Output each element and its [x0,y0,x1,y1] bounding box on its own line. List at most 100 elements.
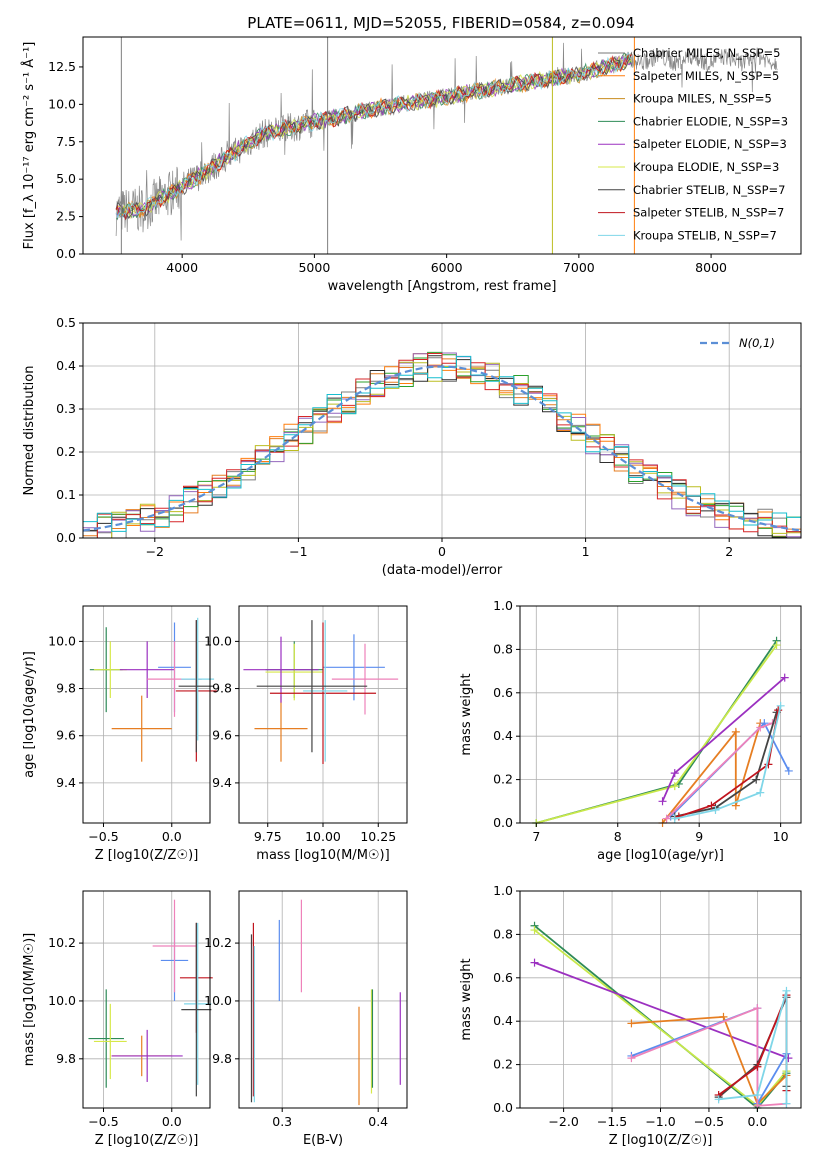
x-tick-label: −0.5 [88,1114,118,1129]
x-tick-label: −2 [146,544,164,559]
y-tick-label: 5.0 [56,171,76,186]
y-axis-label: age [log10(age/yr)] [22,651,37,778]
axes-frame [238,890,408,1109]
mass-vs-ebv-panel: 0.3 0.4 9.8 10.0 10.2 E(B-V) [204,890,408,1148]
y-tick-label: 0.4 [493,728,513,743]
weight-vs-age-panel: 7 8 9 10 0.0 0.2 0.4 0.6 0.8 1.0 age [log10(age/yr… [459,598,802,863]
legend-entry: Kroupa ELODIE, N_SSP=3 [633,160,779,174]
weight-marker [731,727,740,736]
model-spectrum-line [115,52,632,219]
x-tick-label: 6000 [431,260,463,275]
y-tick-label: 10.0 [48,993,76,1008]
weight-marker [753,1004,762,1013]
weight-series-line [536,640,778,824]
y-tick-label: 0.1 [56,487,76,502]
weight-marker [670,782,679,791]
y-axis-label: Normed distribution [22,366,37,496]
axes-frame [82,890,211,1109]
y-tick-label: 10.0 [48,96,76,111]
y-tick-label: 0.6 [493,685,513,700]
y-tick-label: 9.8 [56,681,76,696]
y-tick-label: 0.2 [493,1057,513,1072]
y-tick-label: 0.8 [493,641,513,656]
x-tick-label: 10.25 [360,829,396,844]
legend-entry: Chabrier STELIB, N_SSP=7 [633,183,785,197]
y-tick-label: 9.8 [56,1051,76,1066]
weight-marker [530,926,539,935]
y-tick-label: 0.0 [56,530,76,545]
weight-marker [772,641,781,650]
y-tick-label: 0.5 [56,315,76,330]
weight-marker [753,1062,762,1071]
y-tick-label: 0.2 [56,444,76,459]
y-tick-label: 0.0 [493,815,513,830]
x-tick-label: 7000 [563,260,595,275]
y-tick-label: 1.0 [493,883,513,898]
x-tick-label: 0.4 [368,1114,388,1129]
x-axis-label: mass [log10(M/M☉)] [256,848,389,863]
weight-marker [776,701,785,710]
figure-title: PLATE=0611, MJD=52055, FIBERID=0584, z=0… [247,14,634,32]
x-axis-label: E(B-V) [303,1133,343,1148]
weight-series-line [718,990,788,1104]
weight-marker [782,986,791,995]
y-axis-label: Flux [f_λ 10⁻¹⁷ erg cm⁻² s⁻¹ Å⁻¹] [21,42,37,250]
y-axis-label: mass weight [459,673,474,755]
legend-entry: Chabrier MILES, N_SSP=5 [633,46,780,60]
y-tick-label: 7.5 [56,134,76,149]
model-spectrum-line [115,55,633,220]
legend-entry: Salpeter STELIB, N_SSP=7 [633,206,784,220]
weight-series-line [631,1006,787,1107]
weight-marker [530,958,539,967]
weight-series-line [661,722,762,824]
weight-marker [752,775,761,784]
model-spectrum-line [115,52,633,219]
weight-marker [714,1095,723,1104]
spectrum-plot-area [115,37,778,254]
x-tick-label: 2 [725,544,733,559]
x-axis-label: age [log10(age/yr)] [597,848,724,863]
weight-series-line [674,705,782,820]
weight-marker [670,769,679,778]
weight-marker [658,797,667,806]
y-tick-label: 12.5 [48,59,76,74]
weight-series-line [674,712,778,818]
x-tick-label: 9.75 [254,829,282,844]
model-spectrum-line [116,53,633,220]
y-tick-label: 0.0 [56,246,76,261]
x-tick-label: 0 [438,544,446,559]
weight-series-line [534,961,789,1059]
y-tick-label: 9.4 [212,775,232,790]
x-tick-label: 9 [695,829,703,844]
y-tick-label: 9.6 [212,728,232,743]
weight-marker [756,723,765,732]
y-tick-label: 0.8 [493,926,513,941]
axes-frame [519,605,802,824]
weight-marker [753,1090,762,1099]
residuals-panel: −2 −1 0 1 2 0.0 0.1 0.2 0.3 0.4 0.5 (data-model)/er… [22,315,802,578]
x-tick-label: 4000 [166,260,198,275]
age-vs-metallicity-panel: −0.5 0.0 9.4 9.6 9.8 10.0 Z [log10(Z/Z☉)] age [… [22,605,217,863]
residual-histogram-step [83,353,801,539]
weight-marker [670,814,679,823]
x-tick-label: 1 [582,544,590,559]
x-tick-label: −1.5 [597,1114,627,1129]
y-tick-label: 0.3 [56,401,76,416]
y-tick-label: 0.4 [493,1013,513,1028]
normal-curve [82,365,802,532]
x-axis-label: Z [log10(Z/Z☉)] [95,1133,199,1148]
x-tick-label: 0.0 [162,1114,182,1129]
y-tick-label: 10.2 [204,935,232,950]
x-tick-label: −2.0 [548,1114,578,1129]
weight-marker [627,1019,636,1028]
y-axis-label: mass weight [459,958,474,1040]
x-tick-label: 10.00 [305,829,341,844]
model-spectrum-line [115,53,633,220]
y-tick-label: 9.4 [56,775,76,790]
legend-entry: Chabrier ELODIE, N_SSP=3 [633,114,788,128]
x-axis-label: Z [log10(Z/Z☉)] [95,848,199,863]
residual-histogram-step [83,355,801,532]
x-tick-label: 0.0 [162,829,182,844]
y-tick-label: 10.0 [204,633,232,648]
y-tick-label: 10.0 [204,993,232,1008]
